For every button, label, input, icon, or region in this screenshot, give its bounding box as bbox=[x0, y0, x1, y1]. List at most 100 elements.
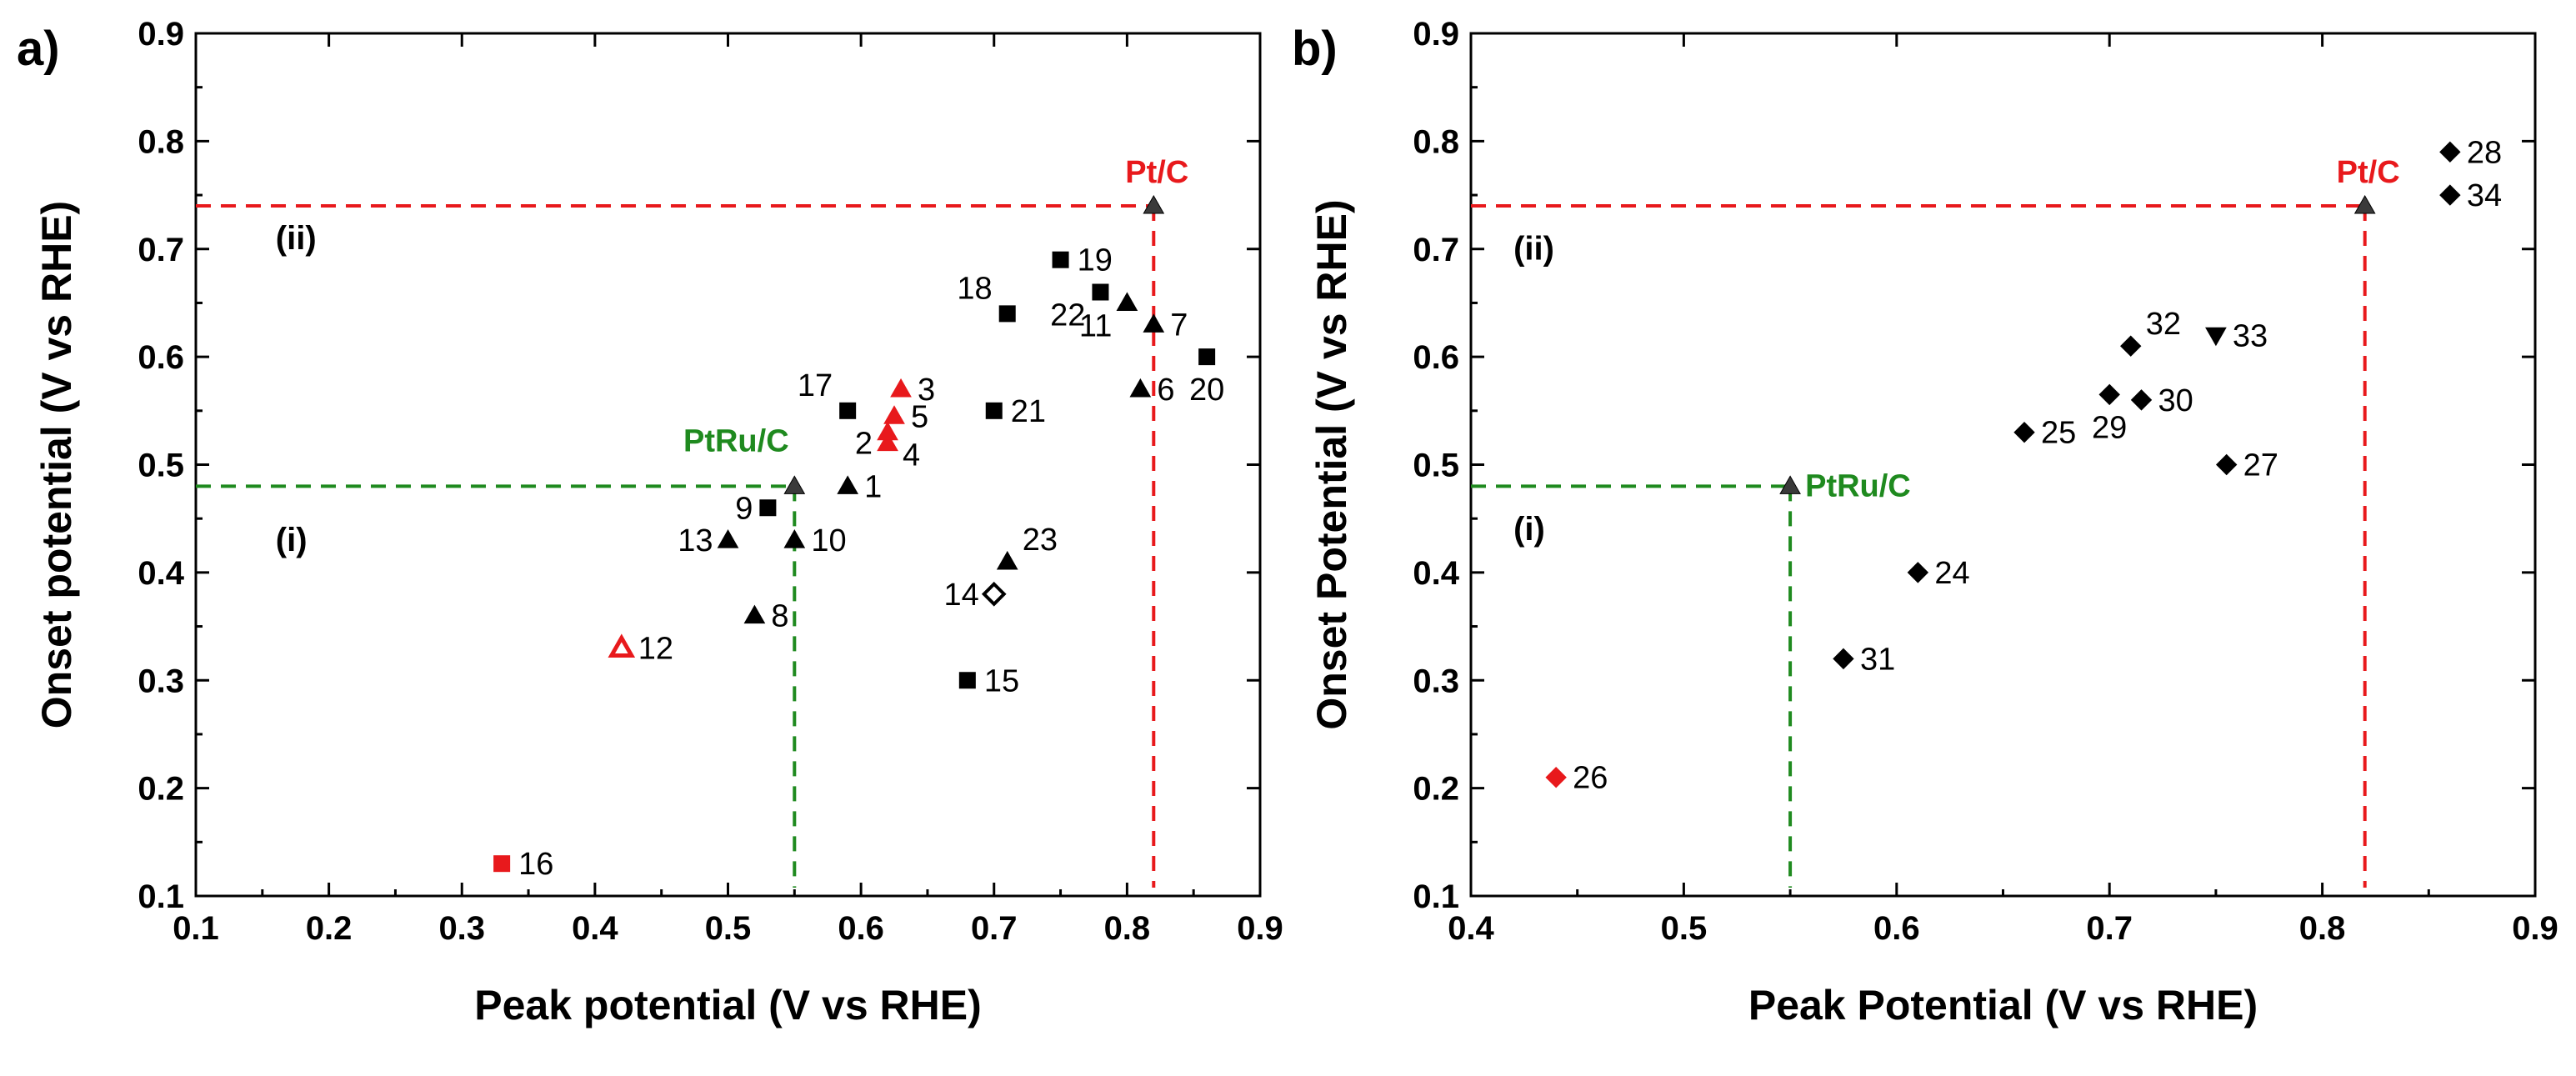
x-tick-label: 0.8 bbox=[1104, 910, 1151, 947]
y-tick-label: 0.7 bbox=[1413, 232, 1459, 268]
x-tick-label: 0.6 bbox=[1873, 910, 1920, 947]
data-point bbox=[2439, 184, 2461, 206]
data-point bbox=[1092, 283, 1109, 301]
data-point-label: 15 bbox=[984, 663, 1019, 698]
data-point bbox=[1198, 348, 1216, 366]
reference-marker bbox=[1779, 475, 1801, 494]
reference-marker bbox=[783, 475, 806, 494]
x-tick-label: 0.3 bbox=[438, 910, 485, 947]
data-point bbox=[2098, 383, 2120, 406]
region-label: (ii) bbox=[1513, 231, 1554, 268]
data-point bbox=[883, 405, 905, 424]
x-axis-title: Peak potential (V vs RHE) bbox=[474, 982, 982, 1028]
data-point-label: 18 bbox=[957, 271, 992, 306]
data-point bbox=[2120, 335, 2142, 357]
data-point-label: 4 bbox=[903, 438, 920, 473]
data-point bbox=[1833, 648, 1854, 670]
data-point-label: 21 bbox=[1011, 394, 1046, 429]
data-point bbox=[1116, 292, 1138, 311]
x-tick-label: 0.5 bbox=[1661, 910, 1708, 947]
panel-label: a) bbox=[17, 22, 60, 76]
y-tick-label: 0.9 bbox=[1413, 16, 1459, 53]
data-point bbox=[608, 633, 636, 658]
data-point-label: 13 bbox=[678, 523, 713, 558]
data-point-label: 6 bbox=[1157, 373, 1174, 408]
panel-label: b) bbox=[1292, 22, 1338, 76]
y-tick-label: 0.8 bbox=[138, 123, 184, 160]
region-label: (ii) bbox=[276, 220, 317, 257]
data-point bbox=[783, 529, 806, 548]
x-tick-label: 0.6 bbox=[838, 910, 884, 947]
data-point-label: 30 bbox=[2158, 383, 2193, 418]
y-tick-label: 0.3 bbox=[1413, 663, 1459, 699]
data-point-label: 26 bbox=[1573, 761, 1608, 796]
plot-frame bbox=[194, 32, 1262, 898]
data-point bbox=[837, 475, 859, 494]
data-point bbox=[1545, 766, 1567, 788]
data-point-label: 20 bbox=[1189, 373, 1224, 408]
x-tick-label: 0.2 bbox=[306, 910, 353, 947]
data-point-label: 5 bbox=[911, 399, 928, 434]
data-point-label: 12 bbox=[638, 631, 673, 666]
data-point bbox=[985, 402, 1003, 419]
y-axis-title: Onset potential (V vs RHE) bbox=[33, 201, 80, 728]
x-tick-label: 0.7 bbox=[971, 910, 1018, 947]
data-point-label: 32 bbox=[2146, 307, 2181, 342]
data-point bbox=[996, 550, 1018, 570]
data-point-label: 17 bbox=[798, 368, 833, 403]
data-point-label: 33 bbox=[2233, 318, 2268, 353]
x-tick-label: 0.1 bbox=[173, 910, 219, 947]
data-point-label: 25 bbox=[2041, 416, 2076, 451]
data-point-label: 24 bbox=[1934, 556, 1969, 591]
data-point bbox=[1129, 378, 1152, 398]
data-point-label: 34 bbox=[2467, 178, 2502, 213]
y-tick-label: 0.9 bbox=[138, 16, 184, 53]
data-point-label: 29 bbox=[2092, 410, 2127, 445]
data-point bbox=[2439, 141, 2461, 163]
x-tick-label: 0.4 bbox=[572, 910, 618, 947]
y-tick-label: 0.5 bbox=[1413, 448, 1459, 484]
x-tick-label: 0.9 bbox=[1237, 910, 1283, 947]
x-tick-label: 0.7 bbox=[2086, 910, 2133, 947]
data-point bbox=[1143, 313, 1165, 333]
region-label: (i) bbox=[276, 522, 308, 558]
data-point bbox=[890, 378, 912, 398]
data-point-label: 14 bbox=[943, 578, 978, 613]
data-point bbox=[877, 432, 898, 452]
data-point-label: 9 bbox=[735, 491, 753, 526]
y-tick-label: 0.8 bbox=[1413, 123, 1459, 160]
data-point-label: 28 bbox=[2467, 135, 2502, 170]
data-point-label: 1 bbox=[864, 469, 882, 504]
x-tick-label: 0.5 bbox=[705, 910, 752, 947]
y-tick-label: 0.5 bbox=[138, 448, 184, 484]
y-tick-label: 0.3 bbox=[138, 663, 184, 699]
reference-label: Pt/C bbox=[2337, 155, 2400, 190]
data-point-label: 31 bbox=[1860, 642, 1895, 677]
data-point bbox=[2215, 453, 2238, 476]
data-point bbox=[1052, 251, 1069, 268]
data-point-label: 10 bbox=[811, 523, 846, 558]
reference-label: Pt/C bbox=[1125, 155, 1188, 190]
data-point-label: 8 bbox=[771, 599, 788, 634]
x-tick-label: 0.9 bbox=[2512, 910, 2558, 947]
x-tick-label: 0.4 bbox=[1448, 910, 1494, 947]
data-point-label: 22 bbox=[1050, 298, 1085, 333]
x-axis-title: Peak Potential (V vs RHE) bbox=[1748, 982, 2258, 1028]
y-tick-label: 0.1 bbox=[138, 878, 184, 915]
data-point bbox=[493, 855, 511, 873]
y-tick-label: 0.6 bbox=[1413, 339, 1459, 376]
data-point bbox=[717, 529, 739, 548]
data-point-label: 16 bbox=[518, 847, 553, 882]
x-tick-label: 0.8 bbox=[2299, 910, 2346, 947]
y-tick-label: 0.2 bbox=[1413, 771, 1459, 808]
y-tick-label: 0.4 bbox=[1413, 555, 1459, 592]
data-point-label: 23 bbox=[1023, 523, 1058, 558]
y-tick-label: 0.6 bbox=[138, 339, 184, 376]
data-point bbox=[743, 604, 766, 624]
data-point-label: 7 bbox=[1170, 308, 1188, 343]
data-point-label: 27 bbox=[2243, 448, 2278, 483]
data-point-label: 3 bbox=[918, 373, 935, 408]
reference-label: PtRu/C bbox=[683, 423, 789, 458]
